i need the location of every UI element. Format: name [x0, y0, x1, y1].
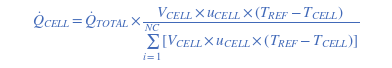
Text: $\dot{Q}_{CELL} = \dot{Q}_{TOTAL} \times \dfrac{V_{CELL} \times u_{CELL} \times : $\dot{Q}_{CELL} = \dot{Q}_{TOTAL} \times…: [32, 5, 360, 63]
